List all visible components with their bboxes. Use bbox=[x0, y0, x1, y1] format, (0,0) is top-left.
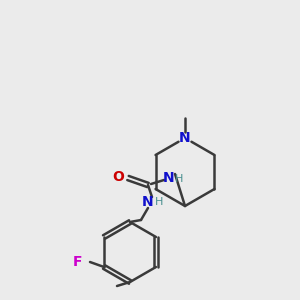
Text: N: N bbox=[179, 131, 191, 145]
Text: H: H bbox=[155, 197, 164, 207]
Text: H: H bbox=[175, 174, 183, 184]
Text: N: N bbox=[163, 171, 175, 185]
Text: O: O bbox=[112, 170, 124, 184]
Text: F: F bbox=[73, 255, 82, 269]
Text: N: N bbox=[142, 195, 154, 209]
